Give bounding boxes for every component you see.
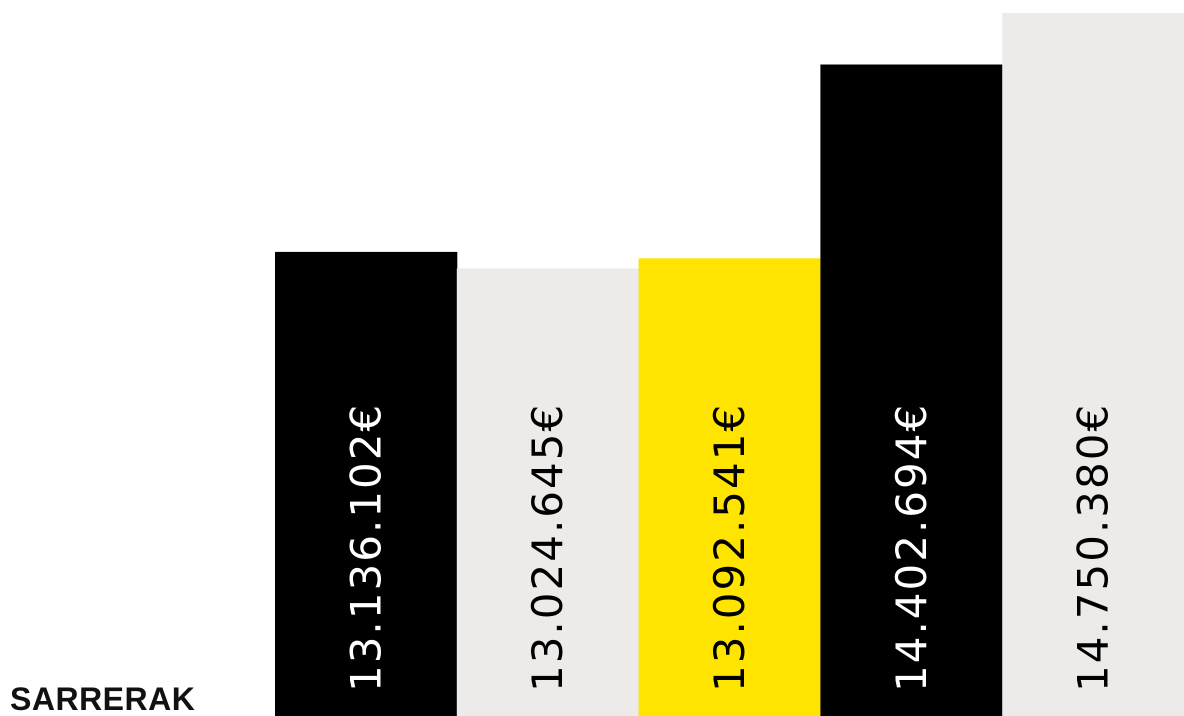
bar-value-label-2: 13.024.645€ — [523, 403, 572, 692]
bar-5 — [1002, 13, 1184, 716]
bar-2 — [456, 268, 640, 716]
bar-1 — [275, 251, 458, 716]
bar-4 — [820, 64, 1003, 716]
bar-value-label-5: 14.750.380€ — [1069, 403, 1118, 692]
bar-value-label-4: 14.402.694€ — [887, 403, 936, 692]
bar-3 — [638, 258, 821, 716]
bar-value-label-1: 13.136.102€ — [341, 403, 390, 692]
bar-value-label-3: 13.092.541€ — [705, 403, 754, 692]
category-label: SARRERAK — [10, 681, 196, 716]
